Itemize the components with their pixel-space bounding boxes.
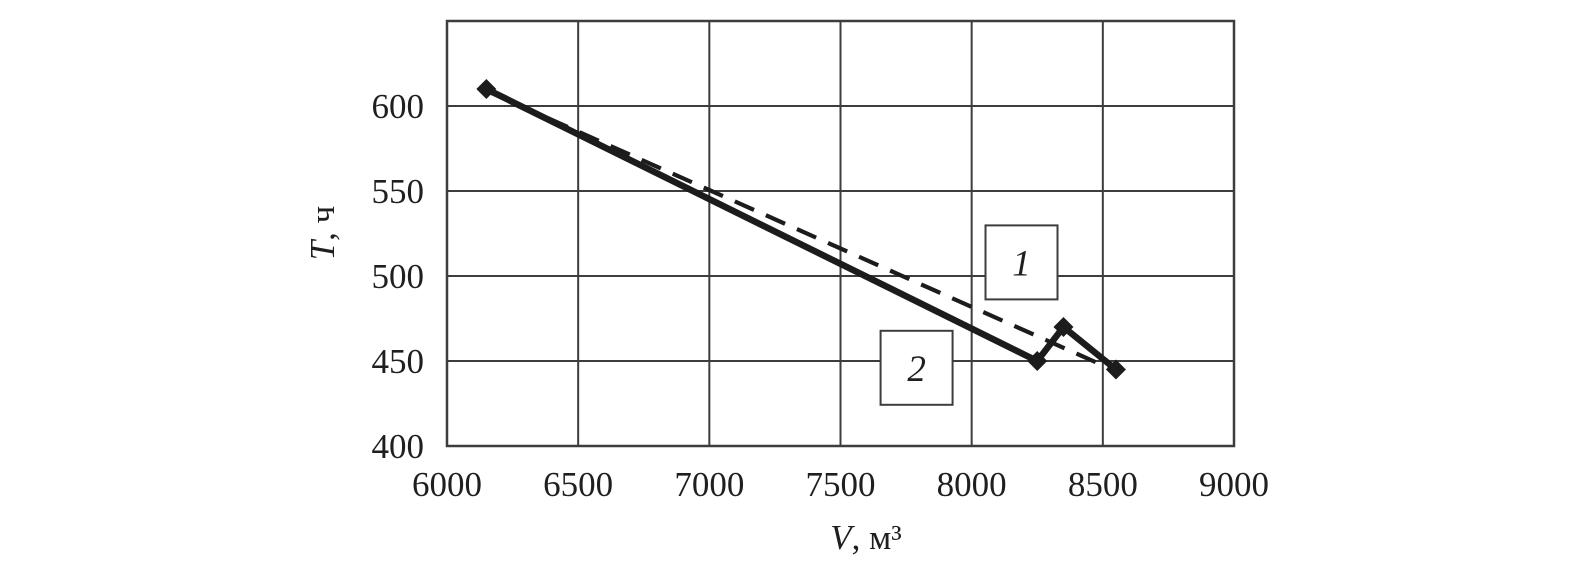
x-tick-label: 8500 [1068, 465, 1138, 504]
diamond-marker [476, 79, 497, 99]
y-tick-label: 600 [372, 87, 425, 126]
x-tick-label: 9000 [1199, 465, 1269, 504]
x-axis-title: V, м³ [830, 518, 902, 557]
y-tick-label: 500 [372, 257, 425, 296]
diamond-marker [1105, 359, 1126, 380]
diamond-marker [1053, 317, 1074, 337]
y-axis-title: T, ч [303, 206, 342, 261]
x-tick-label: 6500 [543, 465, 613, 504]
y-tick-label: 400 [372, 427, 425, 466]
y-tick-label: 550 [372, 172, 425, 211]
x-tick-label: 8000 [937, 465, 1007, 504]
diamond-marker [1027, 351, 1048, 371]
series-label-text: 2 [907, 349, 926, 390]
plot-border [445, 19, 1236, 448]
series-label-box [984, 224, 1059, 301]
series-label-text: 1 [1012, 243, 1031, 284]
x-tick-label: 7500 [806, 465, 876, 504]
y-tick-label: 450 [372, 342, 425, 381]
x-tick-label: 6000 [412, 465, 482, 504]
x-tick-label: 7000 [674, 465, 744, 504]
series-label-box [879, 329, 954, 406]
series-2-solid-measured [484, 86, 1118, 373]
